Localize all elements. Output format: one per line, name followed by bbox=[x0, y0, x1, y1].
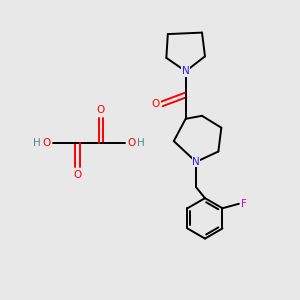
Text: F: F bbox=[241, 199, 247, 209]
Text: H: H bbox=[137, 138, 145, 148]
Text: O: O bbox=[127, 138, 135, 148]
Text: O: O bbox=[73, 170, 81, 180]
Text: O: O bbox=[43, 138, 51, 148]
Text: O: O bbox=[152, 99, 160, 109]
Text: N: N bbox=[182, 66, 190, 76]
Text: N: N bbox=[192, 157, 200, 167]
Text: O: O bbox=[97, 106, 105, 116]
Text: H: H bbox=[33, 138, 41, 148]
